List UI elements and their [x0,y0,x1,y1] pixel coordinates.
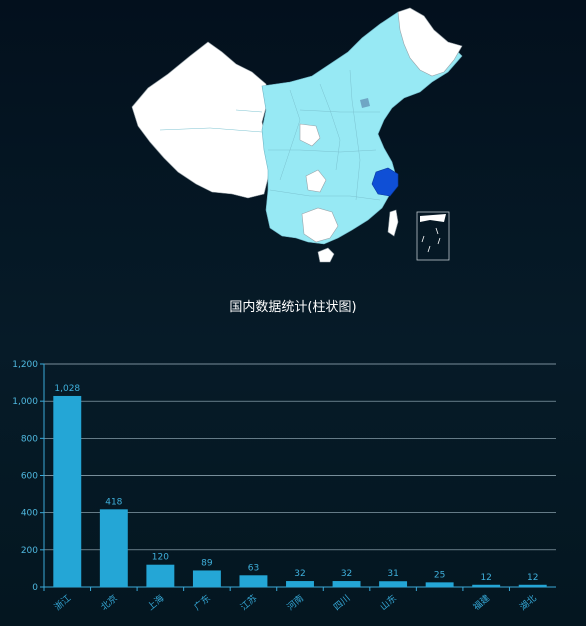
map-region-hainan [317,247,335,263]
map-region-heilongjiang [397,7,463,77]
chart-title: 国内数据统计(柱状图) [229,300,357,315]
bar-chart: 0 200 400 600 800 1,000 1,200 1,028 浙江 418 北京 120 上海… [12,360,556,613]
x-tick-label: 福建 [471,592,493,613]
bar[interactable] [53,395,82,587]
map-region-zhejiang [371,167,399,197]
data-label: 1,028 [54,384,80,394]
bar[interactable] [239,575,268,587]
data-label: 31 [387,569,398,579]
map-region-west [131,41,271,199]
data-label: 120 [152,553,169,563]
x-tick-label: 上海 [145,592,167,613]
bar[interactable] [518,584,547,587]
y-tick-label: 0 [32,583,38,593]
data-label: 418 [105,497,122,507]
bar[interactable] [472,584,501,587]
x-tick-label: 北京 [98,592,120,613]
map-region-taiwan [387,209,399,237]
x-tick-label: 四川 [332,594,352,613]
bar[interactable] [146,564,175,587]
south-china-sea-inset [416,211,450,261]
x-tick-label: 广东 [191,592,213,613]
data-label: 63 [248,563,259,573]
y-tick-label: 1,000 [12,397,38,407]
bar[interactable] [332,581,361,587]
bar[interactable] [192,570,221,587]
map-region-south [301,207,339,243]
x-tick-label: 浙江 [52,592,74,613]
y-tick-label: 600 [21,472,38,482]
map-borders [159,69,381,201]
map-region-inner [299,123,321,147]
x-tick-label: 山东 [378,592,400,613]
y-tick-label: 1,200 [12,360,38,370]
map-lake [360,98,370,108]
bar[interactable] [425,582,454,587]
data-label: 12 [527,573,538,583]
data-label: 32 [341,569,352,579]
china-map [131,7,463,263]
y-tick-label: 200 [21,546,38,556]
x-tick-label: 湖北 [518,593,539,613]
x-tick-label: 河南 [284,592,306,613]
data-label: 89 [201,558,213,568]
x-tick-label: 江苏 [238,592,260,613]
data-label: 25 [434,570,445,580]
y-tick-label: 400 [21,509,38,519]
bar[interactable] [99,509,128,587]
data-label: 32 [294,569,305,579]
data-label: 12 [480,573,491,583]
bar[interactable] [286,581,314,587]
map-region-central [305,169,327,193]
bar[interactable] [379,581,408,587]
y-tick-label: 800 [21,434,38,444]
